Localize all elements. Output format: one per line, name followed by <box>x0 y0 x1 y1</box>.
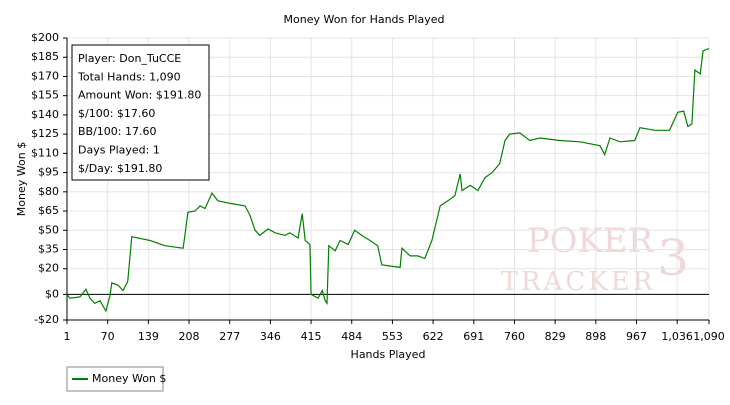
x-tick-label: 553 <box>382 330 403 343</box>
x-tick-label: 208 <box>179 330 200 343</box>
legend-label: Money Won $ <box>92 372 166 385</box>
x-tick-label: 967 <box>626 330 647 343</box>
y-tick-label: $170 <box>31 69 59 82</box>
x-tick-label: 622 <box>423 330 444 343</box>
x-tick-label: 691 <box>463 330 484 343</box>
x-tick-label: 484 <box>341 330 362 343</box>
watermark: POKER <box>527 221 655 261</box>
data-line <box>66 47 710 313</box>
x-tick-label: 898 <box>585 330 606 343</box>
x-tick-label: 70 <box>101 330 115 343</box>
info-line: BB/100: 17.60 <box>78 125 157 138</box>
x-tick-label: 346 <box>260 330 281 343</box>
info-line: Days Played: 1 <box>78 144 160 157</box>
x-tick-label: 139 <box>138 330 159 343</box>
info-line: Player: Don_TuCCE <box>78 52 181 65</box>
x-axis-label: Hands Played <box>351 348 426 361</box>
x-tick-label: 1,090 <box>693 330 725 343</box>
y-tick-label: $80 <box>38 185 59 198</box>
y-tick-label: $20 <box>38 262 59 275</box>
y-tick-label: $50 <box>38 223 59 236</box>
y-tick-label: $200 <box>31 31 59 44</box>
y-tick-label: $155 <box>31 89 59 102</box>
info-line: Amount Won: $191.80 <box>78 89 201 102</box>
y-tick-label: $35 <box>38 243 59 256</box>
y-tick-label: $110 <box>31 146 59 159</box>
x-tick-label: 277 <box>219 330 240 343</box>
x-tick-label: 1,036 <box>661 330 693 343</box>
info-line: Total Hands: 1,090 <box>77 70 181 83</box>
y-tick-label: $65 <box>38 204 59 217</box>
info-line: $/100: $17.60 <box>78 107 155 120</box>
x-tick-label: 1 <box>64 330 71 343</box>
info-box <box>71 44 210 181</box>
y-tick-label: $125 <box>31 127 59 140</box>
chart-title: Money Won for Hands Played <box>284 13 445 26</box>
x-tick-label: 760 <box>504 330 525 343</box>
info-line: $/Day: $191.80 <box>78 162 162 175</box>
watermark: TRACKER <box>501 267 656 297</box>
x-tick-label: 415 <box>301 330 322 343</box>
y-tick-label: $185 <box>31 50 59 63</box>
y-tick-label: -$20 <box>34 313 59 326</box>
x-tick-label: 829 <box>545 330 566 343</box>
y-tick-label: $140 <box>31 108 59 121</box>
y-tick-label: $95 <box>38 166 59 179</box>
watermark: 3 <box>657 229 689 287</box>
y-tick-label: $0 <box>45 287 59 300</box>
y-axis-label: Money Won $ <box>15 142 28 216</box>
